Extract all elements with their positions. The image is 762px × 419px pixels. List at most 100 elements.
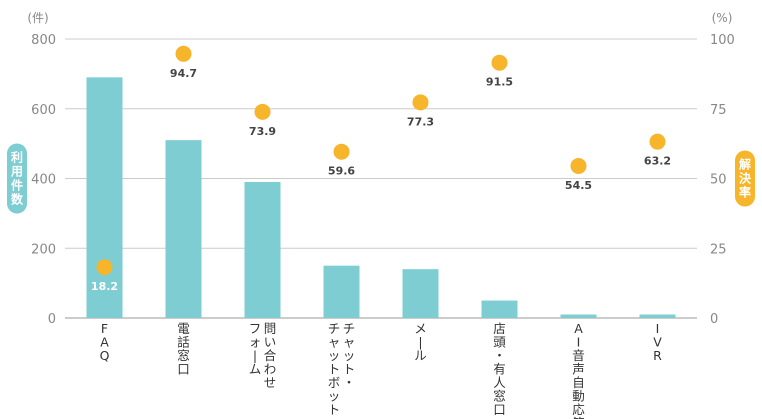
category-char-2-0-1: い bbox=[264, 335, 277, 350]
left-axis-title-bg bbox=[7, 143, 27, 214]
category-char-3-0-4: ・ bbox=[343, 375, 356, 390]
dot-label-5: 91.5 bbox=[486, 76, 513, 89]
bar-2 bbox=[244, 181, 281, 318]
left-tick-0: 0 bbox=[48, 312, 56, 327]
category-char-2-1-2: | bbox=[253, 348, 257, 363]
category-char-7-0-1: V bbox=[653, 335, 662, 350]
left-tick-400: 400 bbox=[31, 173, 56, 188]
category-char-4-0-2: ル bbox=[414, 348, 427, 363]
category-char-3-1-0: チ bbox=[328, 321, 341, 336]
bar-series bbox=[86, 77, 676, 318]
category-char-4-0-1: | bbox=[418, 335, 422, 350]
dot-5 bbox=[491, 54, 508, 71]
category-char-6-0-1: I bbox=[577, 335, 581, 350]
bar-1 bbox=[165, 140, 202, 318]
category-char-6-0-0: A bbox=[574, 321, 583, 336]
left-tick-200: 200 bbox=[31, 242, 56, 257]
left-axis-unit: (件) bbox=[27, 11, 48, 25]
right-tick-25: 25 bbox=[710, 242, 727, 257]
right-axis-title-bg bbox=[735, 150, 755, 207]
category-char-2-0-2: 合 bbox=[264, 348, 277, 363]
right-tick-0: 0 bbox=[710, 312, 718, 327]
category-char-5-0-6: 口 bbox=[493, 402, 506, 417]
left-axis-title-char-0: 利 bbox=[11, 150, 23, 165]
category-label-6: AI音声自動応答 bbox=[572, 321, 585, 419]
dot-label-0: 18.2 bbox=[91, 280, 118, 293]
category-char-3-0-3: ト bbox=[343, 362, 356, 377]
dot-4 bbox=[412, 94, 429, 111]
category-char-3-1-1: ャ bbox=[328, 335, 341, 350]
right-tick-50: 50 bbox=[710, 173, 727, 188]
category-char-6-0-5: 動 bbox=[572, 389, 585, 404]
right-axis-title-char-2: 率 bbox=[739, 185, 751, 200]
category-char-6-0-6: 応 bbox=[572, 402, 585, 417]
left-axis-title-char-2: 件 bbox=[11, 178, 23, 193]
left-tick-600: 600 bbox=[31, 103, 56, 118]
category-char-3-0-1: ャ bbox=[343, 335, 356, 350]
bar-0 bbox=[86, 77, 123, 318]
category-char-2-1-1: ォ bbox=[249, 335, 262, 350]
dot-series: 18.2 94.7 73.9 59.6 77.3 91.5 54.5 63.2 bbox=[91, 45, 671, 293]
category-char-1-0-1: 話 bbox=[177, 335, 190, 350]
category-label-4: メ|ル bbox=[414, 321, 427, 363]
category-char-2-1-3: ム bbox=[249, 362, 262, 377]
category-char-5-0-1: 頭 bbox=[493, 335, 506, 350]
category-char-1-0-2: 窓 bbox=[177, 348, 190, 363]
category-char-3-0-2: ッ bbox=[343, 348, 356, 363]
category-char-3-1-3: ト bbox=[328, 362, 341, 377]
right-tick-100: 100 bbox=[710, 33, 735, 48]
dot-1 bbox=[175, 45, 192, 62]
category-char-1-0-3: 口 bbox=[177, 362, 190, 377]
dot-0 bbox=[96, 259, 113, 276]
bar-3 bbox=[323, 265, 360, 318]
dot-3 bbox=[333, 143, 350, 160]
dot-2 bbox=[254, 103, 271, 120]
category-char-5-0-3: 有 bbox=[493, 362, 506, 377]
right-axis-title-char-0: 解 bbox=[739, 157, 751, 172]
category-char-0-0-2: Q bbox=[100, 348, 110, 363]
bar-6 bbox=[560, 314, 597, 318]
right-axis-title: 解決率 bbox=[735, 150, 755, 207]
left-axis-title-char-1: 用 bbox=[10, 165, 23, 179]
category-char-3-0-0: チ bbox=[343, 321, 356, 336]
bar-7 bbox=[639, 314, 676, 318]
category-char-2-0-0: 問 bbox=[264, 321, 277, 336]
category-char-3-1-6: ト bbox=[328, 402, 341, 417]
category-label-7: IVR bbox=[653, 321, 662, 363]
category-char-2-0-4: せ bbox=[264, 375, 277, 390]
dot-6 bbox=[570, 157, 587, 174]
dot-label-4: 77.3 bbox=[407, 115, 434, 128]
category-char-5-0-5: 窓 bbox=[493, 389, 506, 404]
right-tick-75: 75 bbox=[710, 103, 727, 118]
category-char-6-0-7: 答 bbox=[572, 416, 585, 419]
category-char-6-0-2: 音 bbox=[572, 348, 585, 363]
category-char-2-0-3: わ bbox=[264, 362, 277, 377]
grid-lines bbox=[65, 38, 697, 319]
category-char-1-0-0: 電 bbox=[177, 321, 190, 336]
category-char-5-0-2: ・ bbox=[493, 348, 506, 363]
category-label-0: FAQ bbox=[100, 321, 110, 363]
category-char-2-1-0: フ bbox=[249, 321, 262, 336]
category-char-0-0-1: A bbox=[100, 335, 109, 350]
bar-5 bbox=[481, 300, 518, 318]
category-char-7-0-2: R bbox=[653, 348, 662, 363]
category-char-6-0-3: 声 bbox=[572, 362, 585, 377]
left-tick-800: 800 bbox=[31, 33, 56, 48]
dot-7 bbox=[649, 133, 666, 150]
category-char-3-1-2: ッ bbox=[328, 348, 341, 363]
category-char-7-0-0: I bbox=[656, 321, 660, 336]
dot-label-2: 73.9 bbox=[249, 125, 276, 138]
right-axis-unit: (%) bbox=[712, 11, 733, 25]
dot-label-7: 63.2 bbox=[644, 155, 671, 168]
category-char-3-1-4: ボ bbox=[328, 375, 341, 390]
category-char-6-0-4: 自 bbox=[572, 375, 585, 390]
category-char-4-0-0: メ bbox=[414, 321, 427, 336]
bar-4 bbox=[402, 269, 439, 318]
